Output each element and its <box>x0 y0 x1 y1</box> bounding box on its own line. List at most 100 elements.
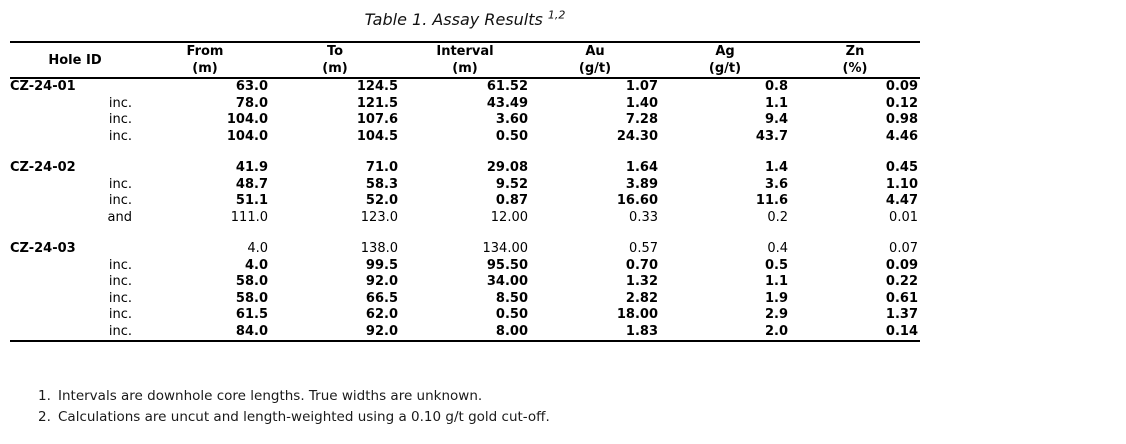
row-qualifier: inc. <box>108 257 132 273</box>
column-header-to: To (m) <box>270 43 400 77</box>
cell-from: 63.0 <box>235 79 268 94</box>
table-title-superscript: 1,2 <box>547 8 566 22</box>
cell-from: 4.0 <box>244 257 268 273</box>
cell-interval: 8.50 <box>495 290 528 306</box>
table-block-gap <box>10 145 920 160</box>
table-header-rule <box>10 77 920 79</box>
cell-hole-id: CZ-24-01 <box>10 79 140 96</box>
cell-interval: 0.50 <box>495 307 528 322</box>
cell-interval: 8.00 <box>495 323 528 339</box>
cell-ag: 3.6 <box>764 176 788 192</box>
cell-zn: 1.37 <box>885 307 918 322</box>
table-row: inc. 4.0 99.5 95.50 0.70 0.5 0.09 <box>10 258 920 275</box>
cell-to: 138.0 <box>360 241 398 256</box>
cell-au: 0.57 <box>629 241 658 256</box>
column-header-hole-id: Hole ID <box>10 43 140 77</box>
cell-hole-id: CZ-24-02 <box>10 160 140 177</box>
table-title: Table 1. Assay Results 1,2 <box>10 10 920 30</box>
cell-to: 104.5 <box>356 128 398 144</box>
cell-to: 123.0 <box>360 209 398 225</box>
cell-au: 1.64 <box>625 160 658 175</box>
cell-from: 58.0 <box>235 274 268 289</box>
cell-hole-id: inc. <box>10 274 140 291</box>
cell-hole-id: inc. <box>10 177 140 194</box>
column-header-unit: (g/t) <box>708 61 742 76</box>
cell-to: 124.5 <box>356 79 398 94</box>
table-bottom-rule <box>10 340 920 342</box>
row-qualifier: inc. <box>108 176 132 192</box>
column-header-label: To <box>326 44 344 59</box>
cell-au: 0.70 <box>625 257 658 273</box>
table-row: CZ-24-01 63.0 124.5 61.52 1.07 0.8 0.09 <box>10 79 920 96</box>
cell-from: 58.0 <box>235 290 268 306</box>
cell-interval: 3.60 <box>495 112 528 127</box>
cell-interval: 0.87 <box>495 193 528 208</box>
table-row: inc. 104.0 107.6 3.60 7.28 9.4 0.98 <box>10 112 920 129</box>
column-header-label: From <box>186 44 224 59</box>
cell-hole-id: and <box>10 210 140 227</box>
cell-ag: 9.4 <box>764 112 788 127</box>
cell-hole-id: inc. <box>10 324 140 341</box>
table-row: inc. 48.7 58.3 9.52 3.89 3.6 1.10 <box>10 177 920 194</box>
table-block-gap <box>10 226 920 241</box>
table-row: inc. 84.0 92.0 8.00 1.83 2.0 0.14 <box>10 324 920 341</box>
footnote-text: Calculations are uncut and length-weight… <box>58 409 550 425</box>
hole-id-label: CZ-24-01 <box>10 79 76 94</box>
column-header-unit: (%) <box>842 61 868 76</box>
cell-hole-id: inc. <box>10 307 140 324</box>
cell-au: 1.83 <box>625 323 658 339</box>
row-qualifier: inc. <box>108 274 132 289</box>
cell-from: 111.0 <box>230 209 268 225</box>
cell-ag: 43.7 <box>755 128 788 144</box>
cell-ag: 1.1 <box>764 95 788 111</box>
cell-interval: 43.49 <box>486 95 528 111</box>
assay-results-table: Hole ID From (m) To (m) Interval (m) Au … <box>10 41 920 342</box>
cell-from: 78.0 <box>235 95 268 111</box>
cell-to: 62.0 <box>365 307 398 322</box>
column-header-label: Interval <box>436 44 494 59</box>
table-row: inc. 61.5 62.0 0.50 18.00 2.9 1.37 <box>10 307 920 324</box>
cell-from: 4.0 <box>247 241 268 256</box>
cell-zn: 4.46 <box>885 128 918 144</box>
column-header-unit: (m) <box>322 61 348 76</box>
cell-au: 24.30 <box>616 128 658 144</box>
cell-hole-id: inc. <box>10 193 140 210</box>
cell-interval: 0.50 <box>495 128 528 144</box>
cell-hole-id: CZ-24-03 <box>10 241 140 258</box>
cell-zn: 0.01 <box>889 209 918 225</box>
cell-to: 58.3 <box>365 176 398 192</box>
cell-zn: 0.98 <box>885 112 918 127</box>
cell-zn: 0.07 <box>889 241 918 256</box>
cell-hole-id: inc. <box>10 291 140 308</box>
cell-au: 3.89 <box>625 176 658 192</box>
cell-interval: 61.52 <box>486 79 528 94</box>
cell-from: 51.1 <box>235 193 268 208</box>
cell-zn: 1.10 <box>885 176 918 192</box>
column-header-label: Zn <box>845 44 865 59</box>
hole-id-label: CZ-24-02 <box>10 160 76 175</box>
footnotes: 1. Intervals are downhole core lengths. … <box>38 386 550 428</box>
cell-interval: 95.50 <box>486 257 528 273</box>
row-qualifier: and <box>107 209 132 225</box>
cell-to: 92.0 <box>365 274 398 289</box>
cell-zn: 4.47 <box>885 193 918 208</box>
cell-au: 1.40 <box>625 95 658 111</box>
footnote-number: 1. <box>38 388 51 404</box>
footnote-number: 2. <box>38 409 51 425</box>
column-header-label: Ag <box>715 44 735 59</box>
cell-au: 16.60 <box>616 193 658 208</box>
cell-zn: 0.14 <box>885 323 918 339</box>
row-qualifier: inc. <box>108 290 132 306</box>
column-header-from: From (m) <box>140 43 270 77</box>
cell-zn: 0.22 <box>885 274 918 289</box>
cell-from: 104.0 <box>226 112 268 127</box>
cell-ag: 1.9 <box>764 290 788 306</box>
cell-ag: 1.1 <box>764 274 788 289</box>
column-header-unit: (m) <box>192 61 218 76</box>
table-header-row: Hole ID From (m) To (m) Interval (m) Au … <box>10 43 920 77</box>
cell-au: 7.28 <box>625 112 658 127</box>
footnote-2: 2. Calculations are uncut and length-wei… <box>38 407 550 428</box>
table-row: inc. 78.0 121.5 43.49 1.40 1.1 0.12 <box>10 96 920 113</box>
column-header-label: Au <box>585 44 605 59</box>
cell-ag: 0.8 <box>764 79 788 94</box>
